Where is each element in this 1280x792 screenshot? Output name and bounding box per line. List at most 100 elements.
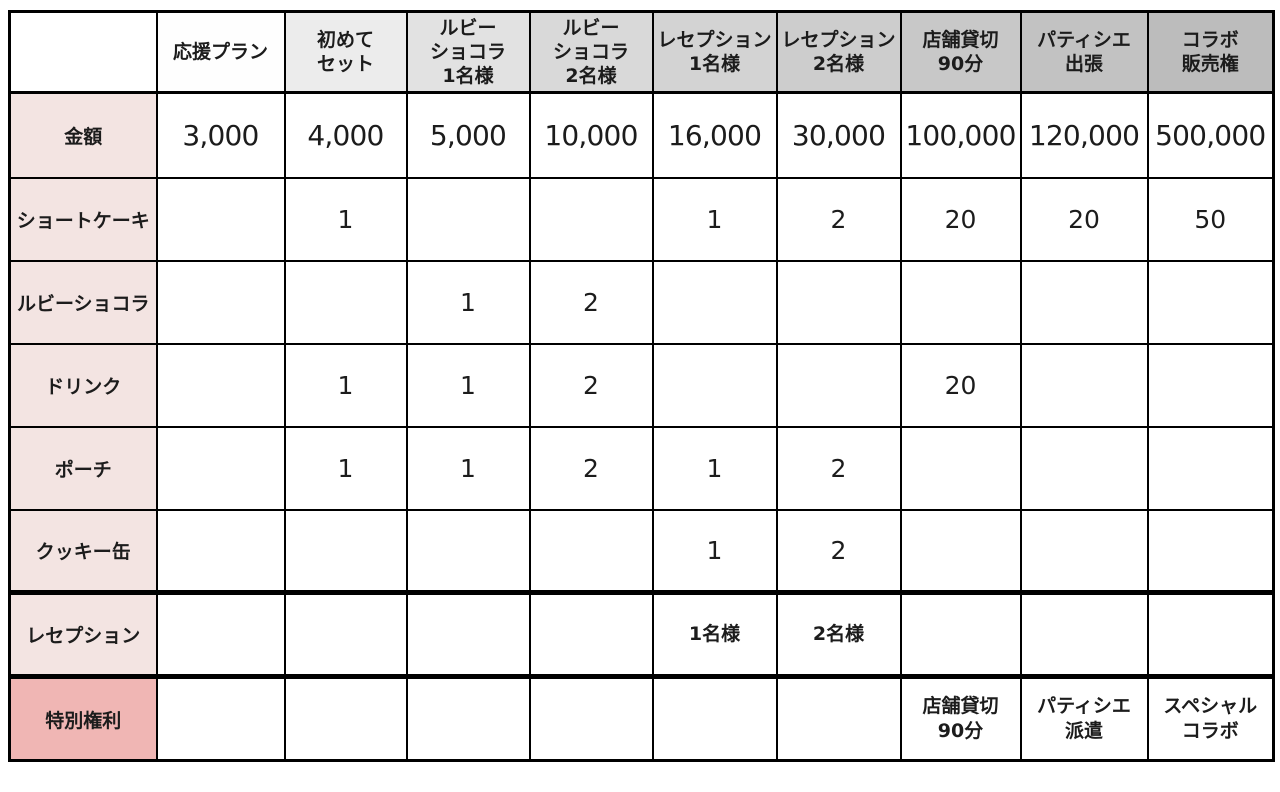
cell-r3-c1: [155, 342, 286, 428]
cell-r7-c1: [155, 674, 286, 762]
cell-r0-c3: 5,000: [405, 91, 531, 179]
cell-r3-c3: 1: [405, 342, 531, 428]
cell-r2-c8: [1019, 259, 1149, 345]
corner-cell: [8, 10, 158, 94]
cell-r7-c5: [651, 674, 778, 762]
cell-r3-c2: 1: [283, 342, 408, 428]
cell-r4-c6: 2: [775, 425, 902, 511]
cell-r6-c1: [155, 590, 286, 678]
cell-r7-c9: スペシャル コラボ: [1146, 674, 1275, 762]
cell-r0-c4: 10,000: [528, 91, 654, 179]
cell-r4-c2: 1: [283, 425, 408, 511]
table-row-2: ルビーショコラ 1 2: [8, 259, 1275, 345]
cell-r7-c6: [775, 674, 902, 762]
col-header-3: ルビー ショコラ 1名様: [405, 10, 531, 94]
cell-r7-c8: パティシエ 派遣: [1019, 674, 1149, 762]
col-header-7: 店舗貸切 90分: [899, 10, 1022, 94]
table-row-3: ドリンク 1 1 2 20: [8, 342, 1275, 428]
cell-r3-c5: [651, 342, 778, 428]
cell-r2-c9: [1146, 259, 1275, 345]
col-header-8: パティシエ 出張: [1019, 10, 1149, 94]
cell-r0-c8: 120,000: [1019, 91, 1149, 179]
cell-r0-c6: 30,000: [775, 91, 902, 179]
cell-r1-c7: 20: [899, 176, 1022, 262]
col-header-4: ルビー ショコラ 2名様: [528, 10, 654, 94]
table-row-7: 特別権利 店舗貸切 90分 パティシエ 派遣 スペシャル コラボ: [8, 674, 1275, 762]
cell-r1-c3: [405, 176, 531, 262]
cell-r1-c4: [528, 176, 654, 262]
cell-r1-c6: 2: [775, 176, 902, 262]
cell-r7-c7: 店舗貸切 90分: [899, 674, 1022, 762]
col-header-5: レセプション 1名様: [651, 10, 778, 94]
cell-r4-c1: [155, 425, 286, 511]
cell-r3-c9: [1146, 342, 1275, 428]
cell-r6-c4: [528, 590, 654, 678]
cell-r0-c1: 3,000: [155, 91, 286, 179]
row-label-3: ドリンク: [8, 342, 158, 428]
cell-r5-c3: [405, 508, 531, 594]
cell-r1-c9: 50: [1146, 176, 1275, 262]
row-label-4: ポーチ: [8, 425, 158, 511]
cell-r6-c2: [283, 590, 408, 678]
table-head-row: 応援プラン 初めて セット ルビー ショコラ 1名様 ルビー ショコラ 2名様 レセプシ…: [8, 10, 1275, 94]
cell-r3-c6: [775, 342, 902, 428]
cell-r4-c9: [1146, 425, 1275, 511]
cell-r3-c8: [1019, 342, 1149, 428]
cell-r5-c5: 1: [651, 508, 778, 594]
cell-r4-c3: 1: [405, 425, 531, 511]
cell-r5-c2: [283, 508, 408, 594]
col-header-1: 応援プラン: [155, 10, 286, 94]
cell-r5-c8: [1019, 508, 1149, 594]
cell-r2-c1: [155, 259, 286, 345]
table-body: 金額 3,000 4,000 5,000 10,000 16,000 30,000 100,0…: [8, 91, 1275, 762]
cell-r5-c7: [899, 508, 1022, 594]
cell-r1-c1: [155, 176, 286, 262]
cell-r6-c3: [405, 590, 531, 678]
cell-r6-c8: [1019, 590, 1149, 678]
table-row-0: 金額 3,000 4,000 5,000 10,000 16,000 30,000 100,0…: [8, 91, 1275, 179]
col-header-9: コラボ 販売権: [1146, 10, 1275, 94]
cell-r6-c9: [1146, 590, 1275, 678]
col-header-6: レセプション 2名様: [775, 10, 902, 94]
cell-r2-c4: 2: [528, 259, 654, 345]
cell-r0-c5: 16,000: [651, 91, 778, 179]
cell-r4-c5: 1: [651, 425, 778, 511]
cell-r2-c7: [899, 259, 1022, 345]
row-label-2: ルビーショコラ: [8, 259, 158, 345]
cell-r4-c8: [1019, 425, 1149, 511]
cell-r7-c2: [283, 674, 408, 762]
cell-r5-c6: 2: [775, 508, 902, 594]
table-row-5: クッキー缶 1 2: [8, 508, 1275, 594]
table-row-4: ポーチ 1 1 2 1 2: [8, 425, 1275, 511]
cell-r3-c7: 20: [899, 342, 1022, 428]
cell-r1-c5: 1: [651, 176, 778, 262]
cell-r4-c4: 2: [528, 425, 654, 511]
cell-r0-c9: 500,000: [1146, 91, 1275, 179]
table-row-6: レセプション 1名様 2名様: [8, 590, 1275, 678]
cell-r2-c2: [283, 259, 408, 345]
col-header-2: 初めて セット: [283, 10, 408, 94]
cell-r1-c8: 20: [1019, 176, 1149, 262]
cell-r0-c7: 100,000: [899, 91, 1022, 179]
cell-r2-c5: [651, 259, 778, 345]
cell-r5-c1: [155, 508, 286, 594]
row-label-5: クッキー缶: [8, 508, 158, 594]
cell-r1-c2: 1: [283, 176, 408, 262]
cell-r7-c3: [405, 674, 531, 762]
row-label-1: ショートケーキ: [8, 176, 158, 262]
cell-r6-c6: 2名様: [775, 590, 902, 678]
cell-r3-c4: 2: [528, 342, 654, 428]
row-label-6: レセプション: [8, 590, 158, 678]
cell-r4-c7: [899, 425, 1022, 511]
cell-r5-c9: [1146, 508, 1275, 594]
cell-r2-c6: [775, 259, 902, 345]
cell-r6-c7: [899, 590, 1022, 678]
cell-r2-c3: 1: [405, 259, 531, 345]
pricing-table-wrap: 応援プラン 初めて セット ルビー ショコラ 1名様 ルビー ショコラ 2名様 レセプシ…: [8, 10, 1275, 762]
cell-r5-c4: [528, 508, 654, 594]
row-label-7: 特別権利: [8, 674, 158, 762]
row-label-0: 金額: [8, 91, 158, 179]
cell-r0-c2: 4,000: [283, 91, 408, 179]
cell-r7-c4: [528, 674, 654, 762]
plans-table: 応援プラン 初めて セット ルビー ショコラ 1名様 ルビー ショコラ 2名様 レセプシ…: [8, 10, 1275, 762]
